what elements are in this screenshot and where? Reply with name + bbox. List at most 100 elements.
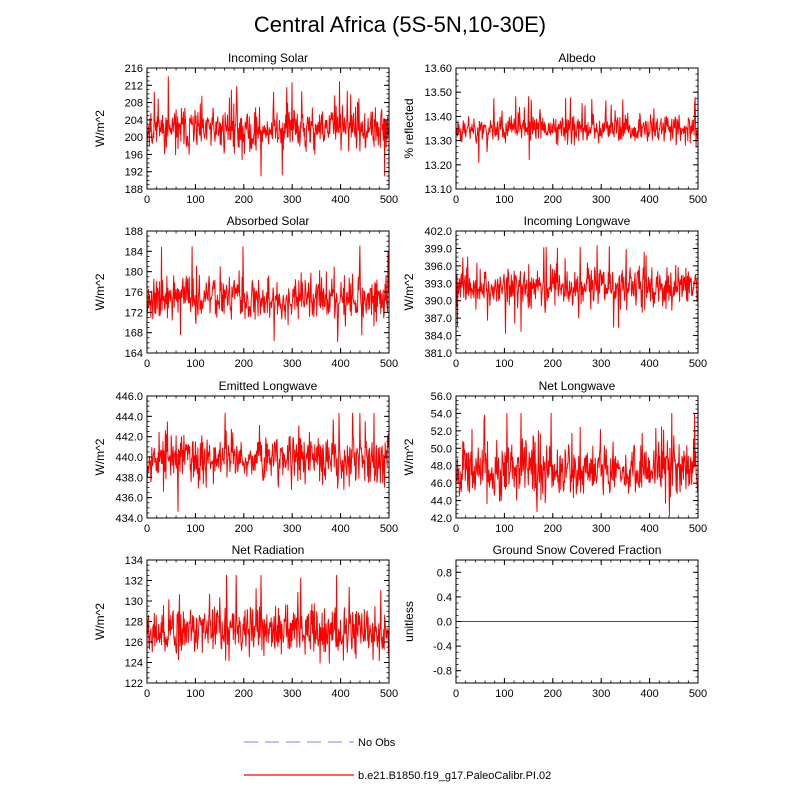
x-tick-label: 200 [235,523,253,535]
x-tick-label: 0 [144,194,150,206]
y-tick-label: 393.0 [424,278,452,290]
panel-net-longwave: Net Longwave W/m^2 0 100 200 300 400 500 56.0 54.… [402,379,707,535]
series-line [146,76,390,177]
x-tick-label: 300 [592,688,610,700]
x-tick-label: 200 [235,688,253,700]
panel-net-radiation: Net Radiation W/m^2 0 100 200 300 400 500 134 132… [93,543,398,700]
y-tick-label: 180 [125,267,143,279]
y-tick-label: 128 [125,617,143,629]
x-tick-label: 400 [640,194,658,206]
panel-absorbed-solar: Absorbed Solar W/m^2 0 100 200 300 400 500 188 18… [93,214,398,370]
x-tick-label: 0 [144,523,150,535]
x-tick-label: 100 [186,523,204,535]
y-tick-label: 52.0 [431,426,452,438]
y-tick-label: 442.0 [115,432,143,444]
y-tick-label: 134 [125,555,143,567]
y-tick-label: 188 [125,226,143,238]
y-tick-label: 188 [125,184,143,196]
panel-title: Incoming Solar [228,51,308,65]
series-line [455,412,699,516]
legend-model-label: b.e21.B1850.f19_g17.PaleoCalibr.PI.02 [358,770,551,782]
x-tick-label: 500 [380,194,398,206]
y-tick-label: 13.20 [424,160,452,172]
panel-incoming-longwave: Incoming Longwave W/m^2 0 100 200 300 400 500 40… [402,214,707,370]
x-tick-label: 300 [592,358,610,370]
x-tick-label: 300 [283,358,301,370]
legend-no-obs-label: No Obs [358,737,396,749]
x-tick-label: 100 [186,194,204,206]
x-tick-label: 400 [331,358,349,370]
y-tick-label: 384.0 [424,331,452,343]
x-tick-label: 300 [283,194,301,206]
y-tick-label: 168 [125,328,143,340]
y-tick-label: -0.4 [433,641,452,653]
x-tick-label: 100 [495,523,513,535]
x-tick-label: 0 [453,688,459,700]
y-axis-label: W/m^2 [93,110,107,147]
x-tick-label: 400 [331,688,349,700]
series-line [455,96,699,163]
x-tick-label: 0 [453,358,459,370]
y-tick-label: 50.0 [431,443,452,455]
y-axis-label: W/m^2 [402,273,416,310]
y-tick-label: 200 [125,132,143,144]
y-tick-label: 46.0 [431,478,452,490]
x-tick-label: 400 [331,194,349,206]
x-tick-label: 500 [380,523,398,535]
x-tick-label: 300 [592,523,610,535]
series-line [146,412,390,512]
y-tick-label: 176 [125,287,143,299]
series-line [146,245,390,343]
x-tick-label: 300 [592,194,610,206]
y-tick-label: 212 [125,80,143,92]
panels: Incoming Solar W/m^2 0 100 200 300 400 500 216 21… [93,51,707,700]
y-tick-label: 124 [125,658,143,670]
y-tick-label: 172 [125,307,143,319]
y-tick-label: 436.0 [115,493,143,505]
x-tick-label: 400 [640,358,658,370]
y-tick-label: 440.0 [115,452,143,464]
y-axis-label: W/m^2 [402,438,416,475]
y-tick-label: 399.0 [424,243,452,255]
panel-title: Absorbed Solar [227,214,310,228]
x-tick-label: 500 [380,358,398,370]
panel-emitted-longwave: Emitted Longwave W/m^2 0 100 200 300 400 500 446… [93,379,398,535]
x-tick-label: 300 [283,688,301,700]
x-tick-label: 500 [689,523,707,535]
y-tick-label: 387.0 [424,313,452,325]
y-tick-label: 402.0 [424,226,452,238]
y-tick-label: 444.0 [115,411,143,423]
y-axis-label: % reflected [402,98,416,158]
panel-title: Albedo [558,51,596,65]
y-tick-label: 216 [125,63,143,75]
y-axis-label: W/m^2 [93,438,107,475]
x-tick-label: 100 [495,688,513,700]
x-tick-label: 100 [186,358,204,370]
y-tick-label: 0.0 [437,617,452,629]
series-line [146,574,390,664]
x-tick-label: 400 [331,523,349,535]
figure-title: Central Africa (5S-5N,10-30E) [254,12,546,37]
x-tick-label: 0 [144,688,150,700]
panel-incoming-solar: Incoming Solar W/m^2 0 100 200 300 400 500 216 21… [93,51,398,206]
panel-title: Net Longwave [539,379,616,393]
y-tick-label: 204 [125,115,143,127]
y-tick-label: 132 [125,576,143,588]
y-tick-label: 13.10 [424,184,452,196]
y-tick-label: 13.40 [424,111,452,123]
x-tick-label: 400 [640,523,658,535]
x-tick-label: 200 [544,194,562,206]
panel-title: Ground Snow Covered Fraction [493,543,662,557]
x-tick-label: 100 [495,194,513,206]
y-tick-label: 208 [125,98,143,110]
panel-title: Emitted Longwave [219,379,318,393]
panel-title: Net Radiation [232,543,305,557]
y-tick-label: 130 [125,596,143,608]
x-tick-label: 500 [689,194,707,206]
y-tick-label: 13.60 [424,63,452,75]
y-tick-label: 381.0 [424,348,452,360]
y-tick-label: 54.0 [431,408,452,420]
series-line [455,245,699,334]
y-tick-label: 126 [125,637,143,649]
